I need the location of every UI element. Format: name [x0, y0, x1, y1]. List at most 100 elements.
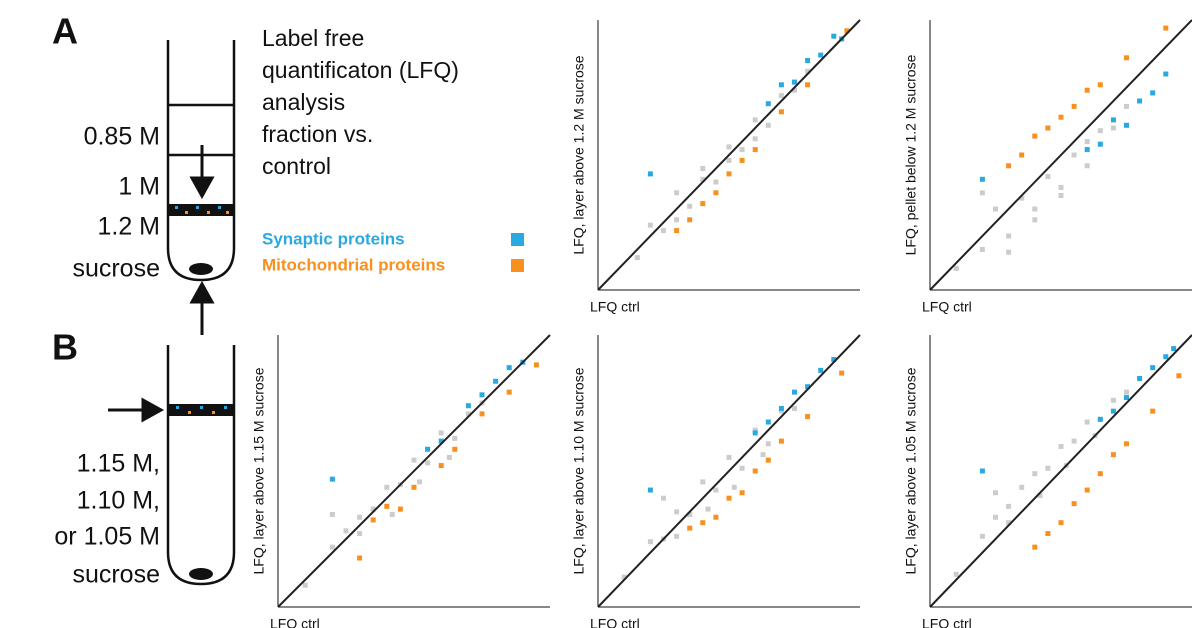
y-axis-label: LFQ, layer above 1.10 M sucrose: [571, 367, 587, 574]
point: [818, 367, 824, 373]
band-dots: [176, 406, 227, 414]
point: [647, 171, 653, 177]
point: [700, 166, 706, 171]
point: [1150, 365, 1156, 371]
point: [778, 405, 784, 411]
point: [674, 217, 680, 223]
point: [634, 255, 640, 261]
point: [384, 503, 390, 509]
identity-line: [277, 334, 551, 608]
point: [792, 389, 797, 395]
point: [329, 512, 335, 518]
point: [357, 555, 363, 561]
point: [979, 533, 985, 539]
x-axis-label: LFQ ctrl: [590, 299, 640, 315]
description-line: analysis: [262, 89, 345, 115]
description-line: control: [262, 153, 331, 179]
point: [621, 574, 627, 580]
point: [993, 514, 998, 520]
point: [700, 479, 706, 485]
point: [389, 512, 395, 518]
point: [1110, 125, 1116, 131]
point: [979, 176, 985, 182]
point: [731, 484, 737, 490]
point: [778, 109, 784, 115]
description-line: quantificaton (LFQ): [262, 57, 459, 83]
identity-line: [929, 19, 1192, 291]
point: [1110, 397, 1116, 403]
point: [765, 122, 771, 128]
point: [674, 190, 680, 196]
point: [661, 228, 666, 234]
point: [752, 468, 758, 474]
point: [506, 365, 512, 371]
layer-label: 1.10 M,: [77, 487, 160, 515]
point: [1032, 471, 1038, 477]
point: [1032, 133, 1038, 139]
point: [1137, 376, 1143, 382]
point: [713, 514, 719, 520]
point: [765, 101, 771, 107]
point: [726, 495, 732, 501]
point: [1084, 147, 1090, 153]
point: [739, 147, 745, 153]
legend-swatch: [511, 233, 524, 246]
point: [1019, 195, 1025, 201]
point: [479, 411, 485, 417]
point: [752, 427, 758, 433]
point: [1150, 408, 1156, 414]
arrows: [108, 145, 215, 423]
point: [1171, 346, 1177, 352]
point: [438, 438, 444, 444]
point: [1124, 55, 1129, 61]
x-axis-label: LFQ ctrl: [922, 299, 972, 315]
point: [739, 465, 745, 471]
layer-label: 0.85 M: [84, 123, 160, 151]
point: [1110, 408, 1116, 414]
point: [1045, 531, 1051, 537]
point: [1097, 471, 1103, 477]
point: [700, 520, 706, 526]
point: [452, 446, 458, 452]
point: [425, 460, 431, 466]
point: [1163, 354, 1169, 360]
legend-swatch: [511, 259, 524, 272]
pellet: [189, 263, 213, 275]
point: [831, 356, 837, 362]
point: [674, 228, 680, 234]
point: [370, 506, 376, 512]
point: [765, 419, 771, 425]
point: [778, 438, 784, 444]
point: [1163, 25, 1169, 31]
panel-label: A: [52, 11, 78, 52]
point: [1110, 452, 1116, 458]
point: [1045, 174, 1051, 180]
point: [805, 414, 811, 420]
point: [993, 490, 998, 496]
point: [818, 52, 824, 58]
point: [1176, 373, 1182, 379]
point: [687, 203, 693, 209]
layer-label: sucrose: [72, 255, 160, 283]
point: [1032, 544, 1038, 550]
point: [1006, 503, 1012, 509]
point: [1150, 90, 1156, 96]
point: [705, 506, 711, 512]
point: [357, 514, 363, 520]
point: [979, 247, 985, 252]
point: [979, 190, 985, 196]
point: [792, 87, 797, 93]
point: [1037, 492, 1043, 498]
point: [687, 512, 693, 518]
point: [1084, 87, 1090, 93]
point: [1097, 416, 1103, 422]
point: [1019, 484, 1025, 490]
point: [739, 490, 745, 496]
point: [452, 435, 458, 441]
point: [411, 457, 417, 463]
pellet: [189, 568, 213, 580]
point: [953, 571, 959, 577]
point: [1032, 217, 1038, 223]
layer-label: 1 M: [118, 173, 160, 201]
point: [752, 430, 758, 436]
